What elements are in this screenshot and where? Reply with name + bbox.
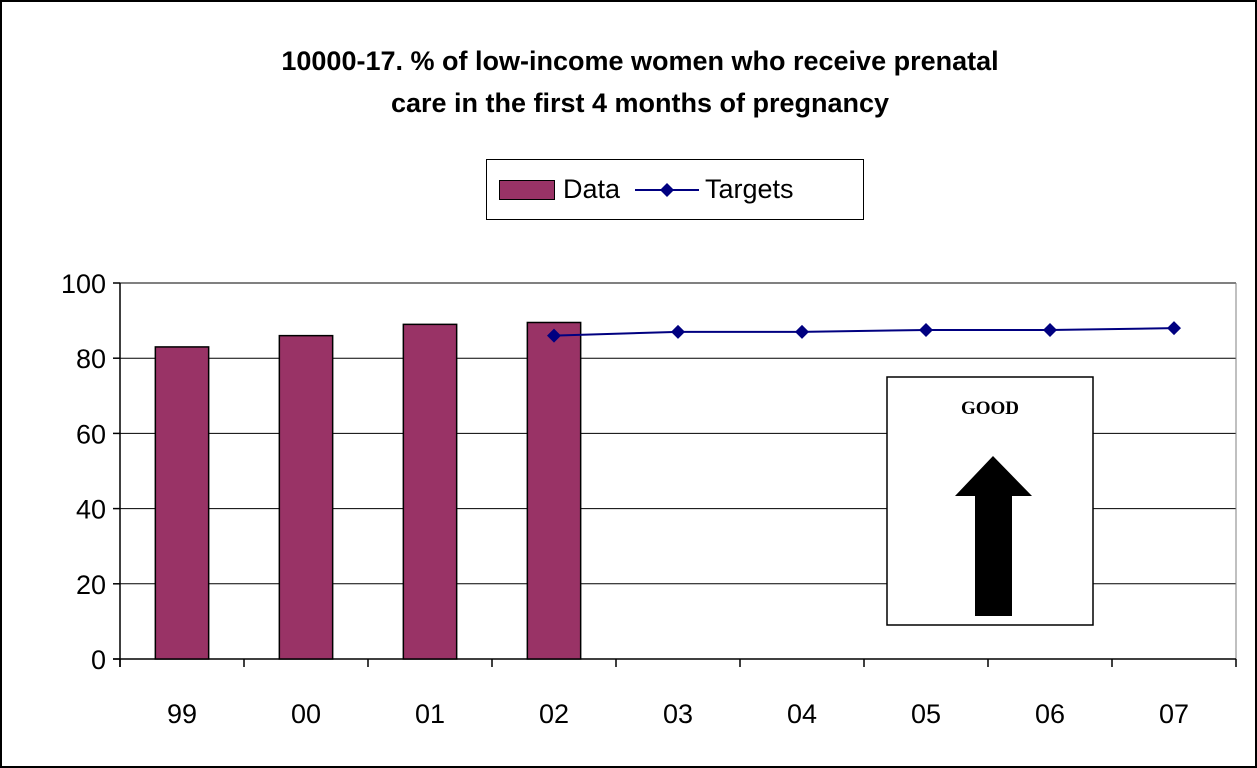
y-tick-label: 20 [76, 570, 106, 600]
y-tick-label: 100 [61, 269, 106, 299]
x-tick-label: 04 [787, 699, 817, 729]
targets-point [671, 324, 685, 339]
targets-line [553, 327, 1175, 337]
targets-point [1043, 323, 1057, 337]
legend-targets-label: Targets [705, 174, 794, 204]
targets-point [1167, 321, 1181, 336]
targets-point [795, 324, 809, 339]
x-tick-label: 05 [911, 699, 941, 729]
x-tick-label: 02 [539, 699, 569, 729]
chart-title-line-1: 10000-17. % of low-income women who rece… [281, 46, 999, 76]
legend-data-swatch [499, 180, 555, 200]
x-tick-label: 00 [291, 699, 321, 729]
legend-targets-marker-icon [635, 183, 699, 197]
targets-point [547, 328, 561, 343]
legend-data-label: Data [563, 174, 621, 204]
chart-title: 10000-17. % of low-income women who rece… [100, 40, 1180, 124]
x-tick-label: 06 [1035, 699, 1065, 729]
x-tick-label: 01 [415, 699, 445, 729]
legend: Data Targets [486, 159, 864, 220]
x-tick-label: 07 [1159, 699, 1189, 729]
up-arrow-icon [955, 456, 1032, 616]
bar [278, 334, 334, 660]
y-tick-label: 40 [76, 495, 106, 525]
bar [402, 323, 458, 660]
y-tick-label: 0 [91, 645, 106, 675]
chart-title-line-2: care in the first 4 months of pregnancy [390, 88, 890, 118]
y-tick-label: 80 [76, 344, 106, 374]
x-tick-label: 99 [167, 699, 197, 729]
x-tick-label: 03 [663, 699, 693, 729]
bar [154, 346, 210, 660]
y-tick-label: 60 [76, 419, 106, 449]
targets-point [919, 323, 933, 337]
good-annotation: GOOD [886, 376, 1094, 626]
good-label: GOOD [961, 398, 1019, 419]
bar [526, 321, 582, 660]
